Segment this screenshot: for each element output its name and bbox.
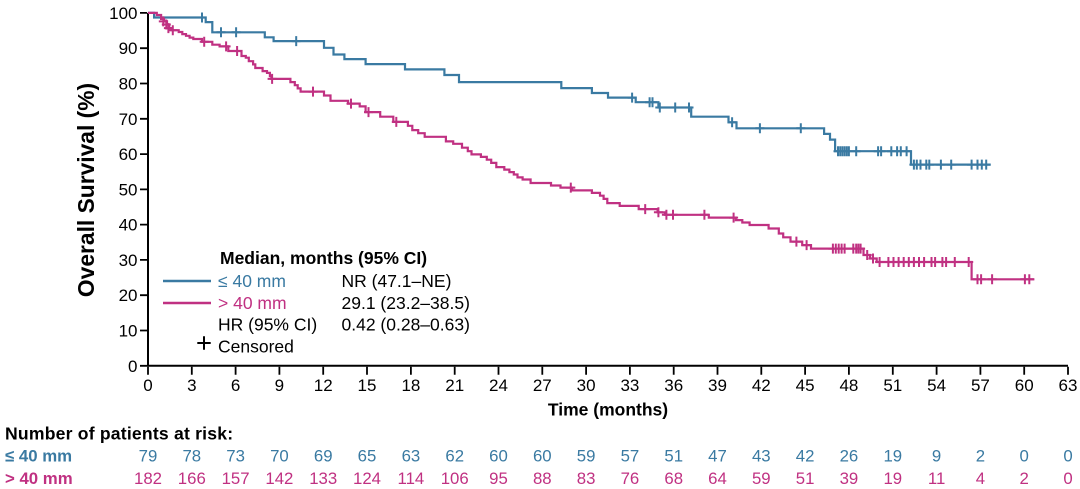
svg-text:69: 69 xyxy=(314,447,333,466)
svg-text:60: 60 xyxy=(533,447,552,466)
svg-text:21: 21 xyxy=(445,376,464,395)
svg-text:18: 18 xyxy=(401,376,420,395)
svg-text:15: 15 xyxy=(358,376,377,395)
svg-text:0.42 (0.28–0.63): 0.42 (0.28–0.63) xyxy=(342,315,470,335)
svg-text:4: 4 xyxy=(976,469,985,488)
svg-text:80: 80 xyxy=(119,75,138,94)
svg-text:100: 100 xyxy=(109,4,137,23)
svg-text:90: 90 xyxy=(119,39,138,58)
svg-text:29.1 (23.2–38.5): 29.1 (23.2–38.5) xyxy=(342,293,470,313)
svg-text:9: 9 xyxy=(932,447,941,466)
svg-text:27: 27 xyxy=(533,376,552,395)
svg-text:42: 42 xyxy=(796,447,815,466)
svg-text:10: 10 xyxy=(119,322,138,341)
svg-text:3: 3 xyxy=(187,376,196,395)
svg-text:> 40 mm: > 40 mm xyxy=(5,469,73,488)
svg-text:0: 0 xyxy=(143,376,152,395)
svg-text:57: 57 xyxy=(621,447,640,466)
svg-text:36: 36 xyxy=(664,376,683,395)
svg-text:54: 54 xyxy=(927,376,946,395)
svg-text:19: 19 xyxy=(883,469,902,488)
svg-text:62: 62 xyxy=(445,447,464,466)
svg-text:64: 64 xyxy=(708,469,727,488)
svg-text:76: 76 xyxy=(621,469,640,488)
svg-text:57: 57 xyxy=(971,376,990,395)
svg-text:142: 142 xyxy=(265,469,293,488)
svg-text:79: 79 xyxy=(139,447,158,466)
svg-text:47: 47 xyxy=(708,447,727,466)
svg-text:60: 60 xyxy=(119,145,138,164)
svg-text:45: 45 xyxy=(796,376,815,395)
svg-text:Censored: Censored xyxy=(218,337,294,357)
svg-text:0: 0 xyxy=(128,357,137,376)
svg-text:73: 73 xyxy=(226,447,245,466)
svg-text:43: 43 xyxy=(752,447,771,466)
svg-text:124: 124 xyxy=(353,469,381,488)
svg-text:19: 19 xyxy=(883,447,902,466)
svg-text:63: 63 xyxy=(1059,376,1078,395)
svg-text:70: 70 xyxy=(270,447,289,466)
svg-text:70: 70 xyxy=(119,110,138,129)
svg-text:50: 50 xyxy=(119,180,138,199)
svg-text:78: 78 xyxy=(182,447,201,466)
svg-text:59: 59 xyxy=(752,469,771,488)
svg-text:30: 30 xyxy=(119,251,138,270)
svg-text:Time (months): Time (months) xyxy=(548,400,668,420)
svg-text:24: 24 xyxy=(489,376,508,395)
svg-text:133: 133 xyxy=(309,469,337,488)
svg-text:30: 30 xyxy=(577,376,596,395)
svg-text:> 40 mm: > 40 mm xyxy=(218,293,287,313)
svg-text:Number of patients at risk:: Number of patients at risk: xyxy=(5,423,233,443)
svg-text:11: 11 xyxy=(928,469,945,488)
svg-text:HR (95% CI): HR (95% CI) xyxy=(218,315,317,335)
svg-text:157: 157 xyxy=(222,469,250,488)
svg-text:33: 33 xyxy=(620,376,639,395)
svg-text:63: 63 xyxy=(402,447,421,466)
svg-text:42: 42 xyxy=(752,376,771,395)
svg-text:9: 9 xyxy=(275,376,284,395)
svg-text:51: 51 xyxy=(796,469,815,488)
svg-text:40: 40 xyxy=(119,216,138,235)
svg-text:Median, months (95% CI): Median, months (95% CI) xyxy=(220,248,427,268)
svg-text:51: 51 xyxy=(883,376,902,395)
svg-text:12: 12 xyxy=(314,376,333,395)
svg-text:≤ 40 mm: ≤ 40 mm xyxy=(5,447,72,466)
svg-text:51: 51 xyxy=(664,447,683,466)
svg-text:166: 166 xyxy=(178,469,206,488)
svg-text:65: 65 xyxy=(358,447,377,466)
svg-text:68: 68 xyxy=(664,469,683,488)
svg-text:48: 48 xyxy=(839,376,858,395)
svg-text:39: 39 xyxy=(708,376,727,395)
svg-text:88: 88 xyxy=(533,469,552,488)
svg-text:26: 26 xyxy=(840,447,859,466)
svg-text:20: 20 xyxy=(119,286,138,305)
svg-text:182: 182 xyxy=(134,469,162,488)
svg-text:60: 60 xyxy=(1015,376,1034,395)
svg-text:83: 83 xyxy=(577,469,596,488)
svg-text:Overall Survival (%): Overall Survival (%) xyxy=(73,83,99,297)
svg-text:95: 95 xyxy=(489,469,508,488)
svg-text:2: 2 xyxy=(1020,469,1029,488)
svg-text:≤ 40 mm: ≤ 40 mm xyxy=(218,271,286,291)
svg-text:6: 6 xyxy=(231,376,240,395)
svg-text:114: 114 xyxy=(398,469,425,488)
svg-text:0: 0 xyxy=(1063,447,1072,466)
svg-text:2: 2 xyxy=(976,447,985,466)
svg-text:NR (47.1–NE): NR (47.1–NE) xyxy=(342,271,452,291)
svg-text:0: 0 xyxy=(1020,447,1029,466)
svg-text:0: 0 xyxy=(1063,469,1072,488)
svg-text:39: 39 xyxy=(840,469,859,488)
svg-text:60: 60 xyxy=(489,447,508,466)
svg-text:106: 106 xyxy=(441,469,469,488)
svg-text:59: 59 xyxy=(577,447,596,466)
